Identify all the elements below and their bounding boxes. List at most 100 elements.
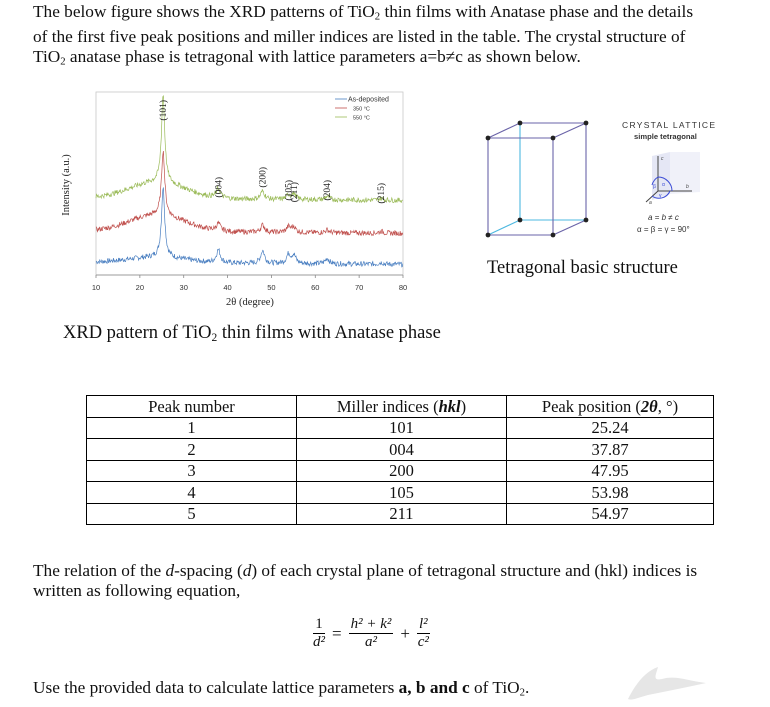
header-miller-indices: Miller indices (hkl)	[296, 395, 507, 418]
svg-text:(215): (215)	[376, 183, 387, 204]
angle-beta: β	[653, 184, 656, 190]
hidden-edge	[487, 219, 521, 236]
tetragonal-box-diagram	[485, 120, 589, 238]
svg-text:60: 60	[311, 283, 319, 292]
cell-peak-number: 4	[86, 481, 297, 504]
numerator: l²	[416, 616, 430, 634]
header-text: 2θ	[640, 396, 658, 416]
header-text: Peak position (	[541, 396, 641, 416]
table-row: 2 004 37.87	[86, 438, 714, 461]
intro-text: The below figure shows the XRD patterns …	[33, 2, 375, 21]
svg-text:550 °C: 550 °C	[353, 116, 370, 122]
lattice-axes-icon: c b a α β γ	[645, 152, 700, 206]
crystal-lattice-title: CRYSTAL LATTICE	[622, 120, 717, 130]
x-axis-label: 2θ (degree)	[226, 297, 274, 308]
header-peak-position: Peak position (2θ, °)	[506, 395, 714, 418]
svg-text:(204): (204)	[322, 180, 333, 201]
table-row: 5 211 54.97	[86, 502, 714, 525]
table-header-row: Peak number Miller indices (hkl) Peak po…	[86, 395, 714, 418]
cell-position: 47.95	[506, 459, 714, 482]
svg-text:50: 50	[267, 283, 275, 292]
header-text: hkl	[438, 396, 461, 416]
intro-paragraph: The below figure shows the XRD patterns …	[33, 2, 753, 71]
intro-text: TiO	[33, 46, 61, 66]
xrd-chart-svg: 10 20 30 40 50 60 70 80 (101)(004) (200)(105)(21…	[61, 91, 407, 308]
fraction-lhs: 1 d²	[313, 616, 325, 651]
table-row: 1 101 25.24	[86, 416, 714, 439]
svg-text:10: 10	[92, 283, 100, 292]
caption-text: XRD pattern of TiO	[63, 323, 212, 343]
instruction-text: Use the provided data to calculate latti…	[33, 678, 399, 697]
intro-text: thin films with Anatase phase and the de…	[380, 2, 694, 21]
lattice-caption: Tetragonal basic structure	[487, 258, 678, 278]
svg-text:80: 80	[399, 283, 407, 292]
fraction-term2: l² c²	[416, 616, 430, 651]
plus-sign: +	[400, 623, 410, 643]
cell-position: 54.97	[506, 502, 714, 525]
x-ticks: 10 20 30 40 50 60 70 80	[92, 275, 407, 292]
denominator: a²	[364, 634, 377, 650]
subscript: 2	[374, 10, 381, 23]
relation-paragraph: The relation of the d-spacing (d) of eac…	[33, 561, 753, 601]
cell-miller: 211	[296, 502, 507, 525]
svg-text:350 °C: 350 °C	[353, 107, 370, 113]
table-row: 3 200 47.95	[86, 459, 714, 482]
header-peak-number: Peak number	[86, 395, 297, 418]
cell-peak-number: 3	[86, 459, 297, 482]
cell-position: 53.98	[506, 481, 714, 504]
lattice-length-relation: a = b ≠ c	[648, 213, 679, 222]
header-text: Miller indices (	[336, 396, 439, 416]
numerator: h² + k²	[348, 616, 394, 634]
axis-label-a: a	[649, 200, 652, 206]
lattice-nodes	[485, 120, 589, 238]
cell-miller: 105	[296, 481, 507, 504]
table-row: 4 105 53.98	[86, 481, 714, 504]
equals-sign: =	[332, 623, 342, 643]
peak-labels: (101) (004) (200) (105)(211) (204) (215)	[158, 100, 387, 204]
cell-miller: 101	[296, 416, 507, 439]
cell-peak-number: 2	[86, 438, 297, 461]
denominator: c²	[417, 634, 429, 650]
d-spacing-equation: 1 d² = h² + k² a² + l² c²	[313, 616, 430, 651]
figure-caption: XRD pattern of TiO2 thin films with Anat…	[63, 323, 441, 344]
svg-text:30: 30	[180, 283, 188, 292]
angle-alpha: α	[662, 182, 665, 188]
y-axis-label: Intensity (a.u.)	[61, 154, 72, 216]
subscript: 2	[60, 55, 66, 68]
svg-text:(105): (105)	[284, 180, 295, 201]
cell-miller: 200	[296, 459, 507, 482]
cell-miller: 004	[296, 438, 507, 461]
cell-position: 25.24	[506, 416, 714, 439]
angle-gamma: γ	[659, 193, 662, 199]
subscript: 2	[519, 686, 526, 699]
fraction-term1: h² + k² a²	[348, 616, 394, 651]
svg-text:(211): (211)	[289, 182, 300, 202]
chart-series	[95, 95, 404, 268]
cell-peak-number: 5	[86, 502, 297, 525]
smudge-mark	[628, 667, 706, 700]
svg-text:(101): (101)	[158, 100, 169, 121]
instruction-bold: a, b and c	[398, 678, 470, 697]
svg-text:As-deposited: As-deposited	[348, 97, 389, 104]
cell-peak-number: 1	[86, 416, 297, 439]
relation-text: The relation of the	[33, 561, 166, 580]
relation-text: -spacing (	[174, 561, 243, 580]
task-instruction: Use the provided data to calculate latti…	[33, 678, 753, 703]
header-text: )	[460, 396, 467, 416]
svg-text:40: 40	[223, 283, 231, 292]
numerator: 1	[313, 616, 325, 634]
axis-label-b: b	[686, 184, 689, 190]
peak-table: Peak number Miller indices (hkl) Peak po…	[86, 395, 714, 525]
instruction-text: .	[525, 678, 530, 697]
svg-text:20: 20	[136, 283, 144, 292]
denominator: d²	[313, 634, 325, 650]
subscript: 2	[211, 331, 218, 344]
axis-label-c: c	[661, 156, 664, 162]
cell-position: 37.87	[506, 438, 714, 461]
intro-text: of the first five peak positions and mil…	[33, 26, 686, 46]
relation-text: ) of each crystal plane of tetragonal st…	[251, 561, 698, 580]
svg-text:70: 70	[355, 283, 363, 292]
relation-text: d	[165, 561, 175, 580]
svg-text:(004): (004)	[213, 177, 224, 198]
relation-text: written as following equation,	[33, 581, 241, 600]
